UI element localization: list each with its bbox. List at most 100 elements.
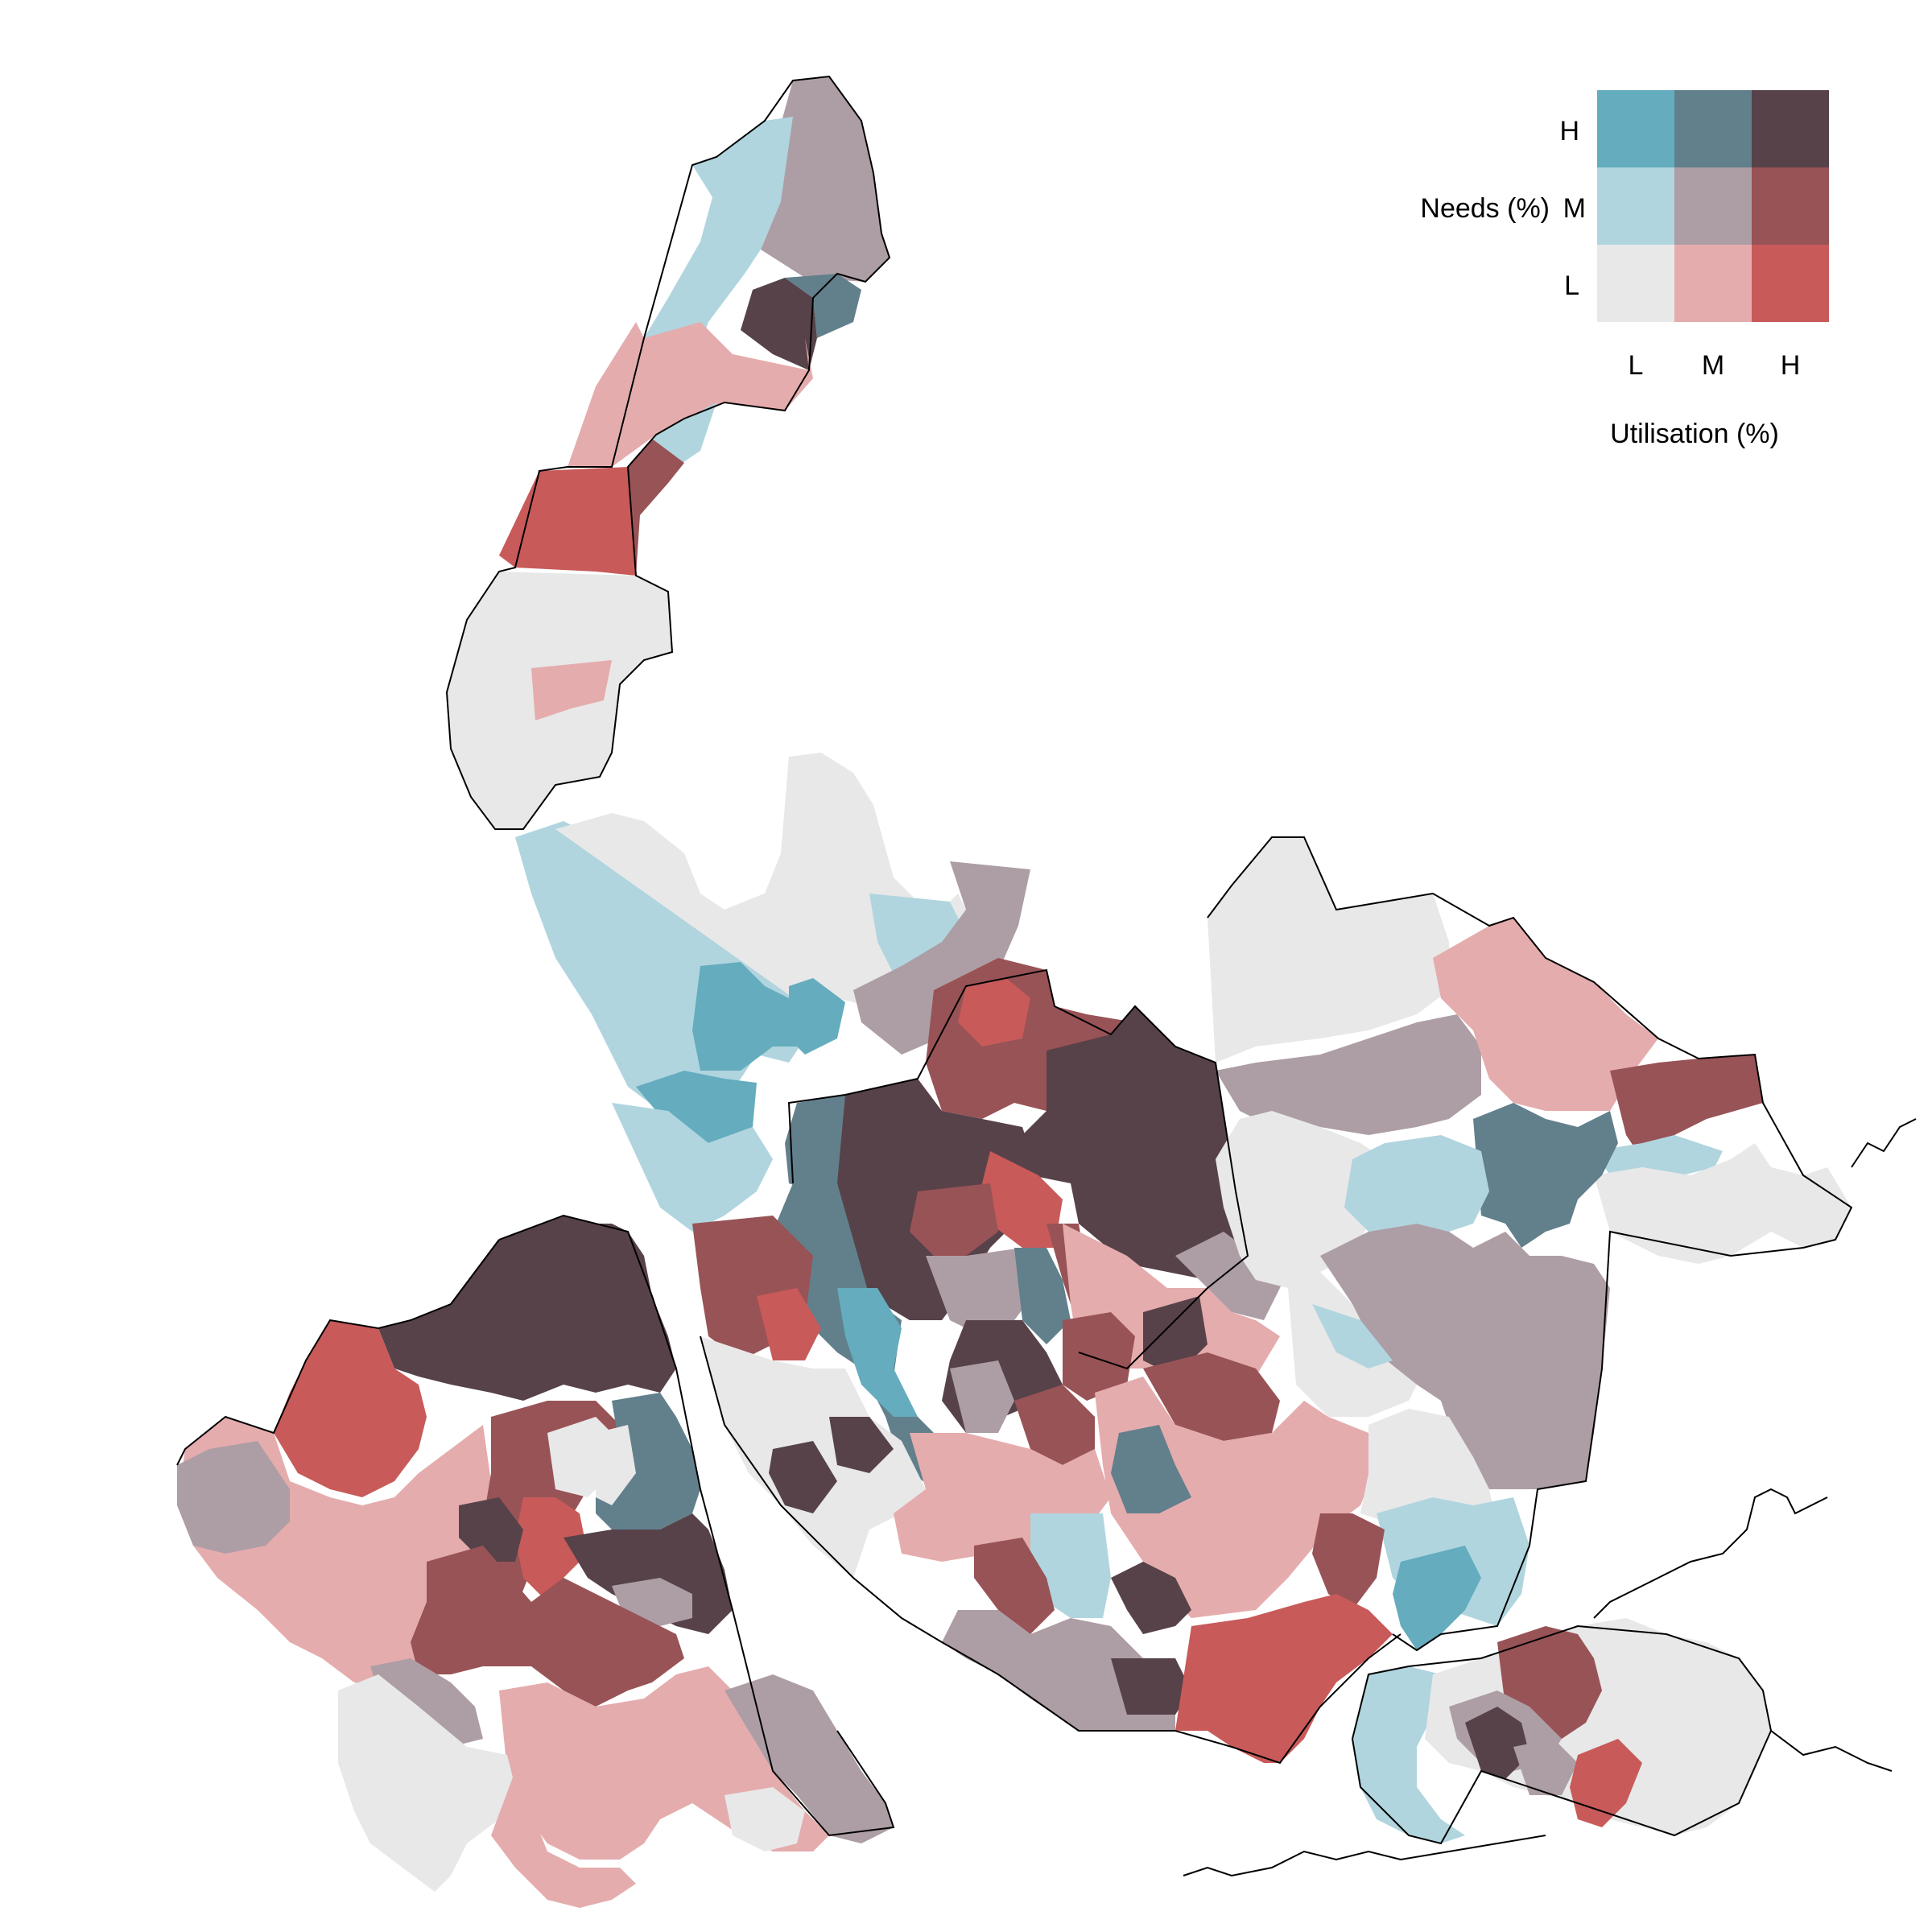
zone-w-ll-sw bbox=[338, 1674, 515, 1892]
legend: H M L Needs (%) L M H Utilisation (%) bbox=[1420, 90, 1829, 449]
zone-lp-hm-east2 bbox=[1143, 1352, 1280, 1441]
zone-lp-mh-mid2 bbox=[1014, 1248, 1071, 1344]
zone-k-ll-ne bbox=[1594, 1143, 1852, 1264]
zone-w-ml-lower bbox=[491, 1771, 636, 1908]
legend-x-level-mid: M bbox=[1702, 350, 1724, 381]
zone-lp-hm-inner bbox=[910, 1183, 998, 1256]
zone-k-lm-mid bbox=[1344, 1135, 1489, 1232]
legend-y-level-low: L bbox=[1564, 270, 1579, 301]
liverpool-inner-boundary bbox=[787, 968, 1249, 1370]
wirral-west-coast bbox=[176, 1239, 500, 1466]
zone-k-mm-mid bbox=[1320, 1224, 1610, 1489]
wirral-outline bbox=[498, 1214, 895, 1837]
zone-k-ml-north bbox=[1433, 918, 1658, 1111]
zone-lp-ml-south-big bbox=[1095, 1377, 1377, 1618]
zone-k-ll-halewood bbox=[1360, 1409, 1497, 1530]
zone-south-pink bbox=[531, 660, 612, 720]
zone-west-grey bbox=[555, 753, 966, 1006]
zone-west-inner-blue bbox=[692, 962, 821, 1071]
zone-lp-red-w bbox=[757, 1288, 821, 1360]
zone-lp-n-red bbox=[958, 978, 1030, 1046]
zone-k-hm-halewood bbox=[1312, 1513, 1385, 1610]
legend-cell-LL bbox=[1597, 245, 1674, 322]
zone-k-ll-west bbox=[1216, 1111, 1385, 1288]
zone-w-hm-center bbox=[411, 1546, 684, 1707]
legend-x-title: Utilisation (%) bbox=[1610, 419, 1779, 449]
zone-k-hl-speke bbox=[1175, 1594, 1393, 1763]
zone-lp-hh-big bbox=[1014, 1006, 1248, 1280]
zone-lp-mm-south bbox=[950, 1360, 1014, 1433]
estuary-channel bbox=[1593, 1488, 1828, 1619]
zone-lp-hh-garston bbox=[1111, 1562, 1191, 1634]
legend-x-level-low: L bbox=[1629, 350, 1644, 381]
zone-w-ll-east bbox=[596, 1425, 636, 1505]
wirral-region bbox=[177, 1216, 894, 1908]
zone-w-mm-sw bbox=[370, 1658, 483, 1747]
zone-lp-lm-speke bbox=[1030, 1513, 1111, 1618]
zone-north-pink bbox=[568, 322, 813, 467]
zone-h-mm-south bbox=[1513, 1739, 1578, 1795]
zone-west-lower-blue bbox=[612, 1103, 773, 1232]
zone-w-hh-mid bbox=[459, 1497, 523, 1562]
zone-k-lh-halewood bbox=[1393, 1546, 1481, 1650]
legend-cell-MH bbox=[1674, 90, 1752, 167]
zone-lp-lh-inner bbox=[837, 1288, 918, 1417]
zone-h-hl-se bbox=[1570, 1739, 1642, 1827]
legend-cell-HH bbox=[1752, 90, 1829, 167]
estuary-channel-2 bbox=[1183, 1835, 1546, 1877]
ne-river bbox=[1851, 1118, 1917, 1168]
zone-north-center bbox=[741, 278, 817, 370]
zone-k-mm-band bbox=[1216, 1014, 1481, 1135]
zone-w-hh-north bbox=[378, 1216, 676, 1401]
sefton-region bbox=[447, 76, 1030, 1232]
zone-lp-mh-speke bbox=[1111, 1425, 1191, 1513]
knowsley-outline bbox=[1207, 836, 1853, 1652]
halton-region bbox=[1352, 1618, 1771, 1843]
zone-w-ll-se bbox=[724, 1787, 805, 1852]
zone-east-mm bbox=[853, 861, 1030, 1055]
zone-lp-hm-south bbox=[1014, 1385, 1095, 1465]
zone-mid-red bbox=[499, 467, 636, 576]
zone-north-east bbox=[785, 274, 861, 338]
legend-cell-ML bbox=[1674, 245, 1752, 322]
zone-lp-red-inner bbox=[982, 1151, 1063, 1248]
zone-lp-mm-mid bbox=[926, 1248, 1038, 1336]
zone-h-hh-center bbox=[1465, 1707, 1530, 1779]
zone-lp-hh-south1 bbox=[769, 1441, 837, 1513]
legend-y-level-high: H bbox=[1559, 116, 1579, 147]
zone-lp-mm-east bbox=[1175, 1232, 1288, 1320]
zone-k-ll-north bbox=[1208, 837, 1449, 1063]
zone-west-inner-blue2 bbox=[636, 1071, 757, 1143]
legend-cell-HM bbox=[1752, 167, 1829, 245]
zone-w-hl-nw bbox=[274, 1320, 427, 1497]
halton-outline bbox=[1351, 1624, 1773, 1845]
zone-h-lm-west bbox=[1352, 1666, 1465, 1843]
zone-w-hl-mid bbox=[515, 1497, 588, 1602]
zone-k-lm-south bbox=[1312, 1304, 1393, 1368]
zone-k-hm-ne bbox=[1610, 1055, 1763, 1159]
zone-lp-hm-east bbox=[1063, 1312, 1135, 1401]
zone-w-mm-west bbox=[177, 1441, 290, 1554]
legend-cell-LH bbox=[1597, 90, 1674, 167]
mersey-north-shore bbox=[700, 1335, 1402, 1765]
sefton-boundary bbox=[445, 75, 891, 830]
zone-lp-hm-ww bbox=[974, 1538, 1055, 1634]
liverpool-region bbox=[692, 958, 1377, 1731]
legend-cell-HL bbox=[1752, 245, 1829, 322]
zone-w-mm-se bbox=[724, 1674, 894, 1843]
zone-lp-hh-speke2 bbox=[1111, 1658, 1191, 1715]
zone-k-lm-ne bbox=[1594, 1135, 1723, 1175]
legend-y-level-mid: M bbox=[1563, 193, 1586, 224]
legend-cell-LM bbox=[1597, 167, 1674, 245]
zone-lp-hh-south2 bbox=[829, 1417, 894, 1473]
legend-cell-MM bbox=[1674, 167, 1752, 245]
district-boundaries bbox=[176, 75, 1917, 1877]
legend-y-title: Needs (%) bbox=[1420, 193, 1550, 224]
zone-lp-mm-garston bbox=[942, 1610, 1175, 1731]
zone-k-mh-center bbox=[1473, 1103, 1618, 1248]
zone-mid-darkred bbox=[628, 439, 684, 576]
zone-east-blue bbox=[789, 978, 845, 1055]
legend-x-level-high: H bbox=[1781, 350, 1801, 381]
zone-lp-mh-w bbox=[785, 1095, 845, 1191]
